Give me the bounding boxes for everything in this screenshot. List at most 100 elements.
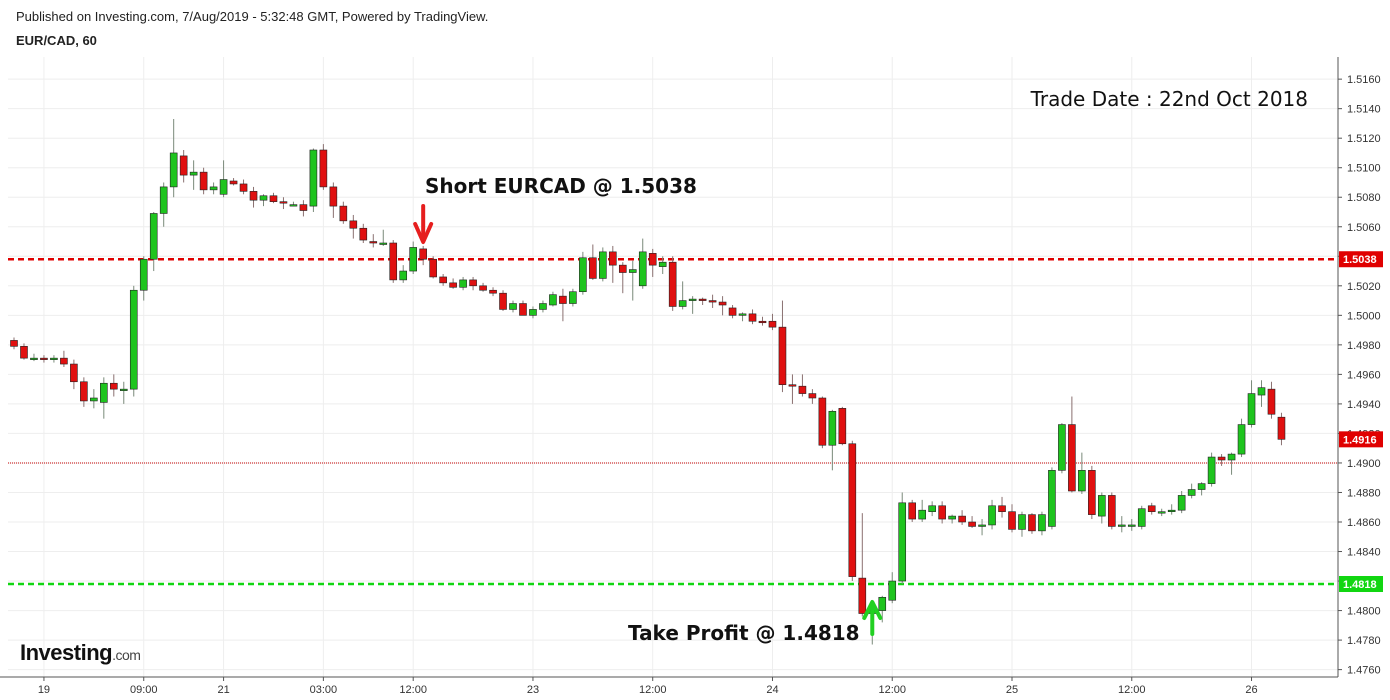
candle-body [1217, 456, 1226, 461]
candle-body [539, 303, 547, 310]
candle-body [359, 227, 368, 241]
candle-body [1147, 505, 1156, 512]
short-entry-annotation: Short EURCAD @ 1.5038 [425, 174, 697, 198]
candle-body [1098, 495, 1106, 517]
candle-body [688, 298, 697, 301]
investing-logo: Investing.com [20, 640, 141, 666]
candle-body [10, 340, 18, 347]
candle-body [239, 183, 248, 192]
candle-body [1207, 456, 1216, 484]
logo-text: Investing [20, 640, 113, 665]
candle-body [579, 257, 587, 293]
candle-body [1257, 387, 1266, 396]
candle-body [738, 313, 747, 316]
y-tick-label: 1.4860 [1347, 517, 1381, 529]
candle-body [199, 171, 208, 191]
candle-body [409, 247, 418, 272]
x-tick-label: 26 [1245, 684, 1257, 696]
candle-body [808, 393, 817, 399]
candle-body [788, 384, 797, 387]
candle-body [459, 279, 467, 288]
candle-body [728, 307, 737, 316]
x-tick-label: 21 [217, 684, 229, 696]
candle-body [509, 303, 517, 310]
candle-body [229, 180, 238, 185]
candle-body [658, 261, 667, 267]
candle-body [30, 357, 38, 360]
y-tick-label: 1.4880 [1347, 487, 1381, 499]
candle-body [569, 291, 577, 304]
logo-suffix: .com [112, 647, 141, 663]
x-tick-label: 12:00 [878, 684, 906, 696]
candle-body [169, 152, 178, 188]
y-tick-label: 1.4780 [1347, 635, 1381, 647]
candle-body [708, 300, 717, 303]
y-tick-label: 1.5140 [1347, 104, 1381, 116]
candle-body [608, 251, 617, 266]
y-tick-label: 1.5060 [1347, 222, 1381, 234]
candle-body [219, 179, 228, 195]
candle-body [618, 264, 627, 273]
take-profit-annotation: Take Profit @ 1.4818 [628, 621, 860, 645]
candle-body [309, 149, 318, 207]
candle-body [349, 220, 358, 229]
candle-body [1167, 509, 1176, 512]
candle-body [768, 320, 777, 328]
candle-body [988, 505, 996, 526]
price-level-label: 1.4818 [1343, 579, 1377, 591]
candle-body [1177, 495, 1186, 511]
candle-body [339, 205, 348, 222]
candle-body [778, 326, 787, 386]
candle-body [179, 155, 188, 176]
y-tick-label: 1.4940 [1347, 399, 1381, 411]
candle-body [159, 186, 168, 214]
candle-body [968, 521, 976, 527]
candle-body [698, 298, 707, 301]
candle-body [1197, 483, 1206, 490]
candle-body [848, 443, 857, 577]
last-price-tag [1339, 431, 1383, 448]
candle-body [389, 242, 398, 281]
y-tick-label: 1.4760 [1347, 665, 1381, 677]
candle-body [918, 509, 926, 520]
y-tick-label: 1.5080 [1347, 192, 1381, 204]
candle-body [828, 410, 837, 446]
y-tick-label: 1.5000 [1347, 310, 1381, 322]
candle-body [60, 357, 68, 365]
candle-body [40, 357, 48, 360]
x-tick-label: 24 [766, 684, 778, 696]
candle-body [529, 309, 537, 316]
candle-body [369, 241, 378, 244]
candle-body [559, 295, 567, 304]
candle-body [1187, 489, 1196, 496]
candle-body [50, 357, 58, 360]
candle-body [1267, 388, 1276, 415]
x-tick-label: 25 [1006, 684, 1018, 696]
candle-body [948, 515, 956, 520]
y-tick-label: 1.4980 [1347, 340, 1381, 352]
candle-body [589, 257, 597, 279]
candle-body [1117, 524, 1126, 527]
candle-body [748, 313, 757, 322]
y-tick-label: 1.5100 [1347, 163, 1381, 175]
candle-body [279, 201, 288, 204]
candle-body [798, 385, 807, 394]
price-level-tag [1339, 576, 1383, 592]
candle-body [978, 524, 986, 527]
candle-body [110, 382, 118, 390]
x-tick-label: 23 [527, 684, 539, 696]
y-tick-label: 1.5120 [1347, 133, 1381, 145]
candle-body [299, 204, 308, 211]
candle-body [1108, 495, 1116, 527]
candle-body [1247, 393, 1256, 425]
candle-body [1058, 424, 1066, 471]
candle-body [549, 294, 557, 306]
candle-body [469, 279, 477, 287]
candle-body [678, 300, 687, 307]
candle-body [1277, 416, 1286, 440]
candle-body [80, 381, 88, 402]
candle-body [1157, 511, 1166, 514]
candle-body [958, 515, 966, 523]
candle-body [1008, 511, 1016, 530]
